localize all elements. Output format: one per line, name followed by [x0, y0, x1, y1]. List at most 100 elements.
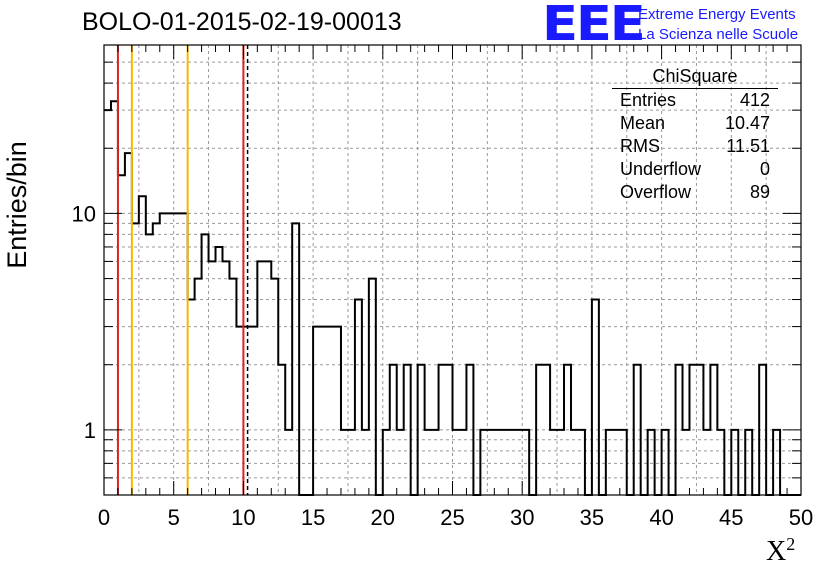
- stats-value: 10.47: [724, 113, 770, 133]
- logo-line-2: La Scienza nelle Scuole: [638, 26, 799, 43]
- stats-value: 89: [749, 182, 770, 202]
- histogram-series: [104, 100, 801, 496]
- stats-box: ChiSquare Entries 412 Mean 10.47 RMS 11.…: [612, 66, 778, 204]
- histogram-bin: [404, 365, 411, 495]
- x-axis-label-base: X: [766, 536, 787, 567]
- histogram-bin: [397, 430, 404, 495]
- histogram-bin: [487, 430, 494, 495]
- histogram-bin: [459, 430, 466, 495]
- histogram-bin: [717, 430, 724, 495]
- histogram-bin: [494, 430, 501, 495]
- x-tick-label: 40: [649, 505, 673, 530]
- histogram-bin: [745, 430, 752, 495]
- histogram-bin: [209, 261, 216, 495]
- histogram-bin: [383, 430, 390, 495]
- x-tick-label: 10: [231, 505, 255, 530]
- chart-title: BOLO-01-2015-02-19-00013: [82, 8, 402, 36]
- x-tick-label: 50: [789, 505, 813, 530]
- stats-title: ChiSquare: [612, 66, 778, 89]
- histogram-bin: [348, 430, 355, 495]
- y-axis-label: Entries/bin: [2, 141, 32, 269]
- histogram-bin: [689, 365, 696, 495]
- stats-label: Overflow: [620, 182, 692, 202]
- histogram-bin: [229, 279, 236, 495]
- histogram-bin: [125, 153, 132, 495]
- histogram-bin: [334, 327, 341, 495]
- histogram-bin: [390, 365, 397, 495]
- x-tick-label: 15: [301, 505, 325, 530]
- histogram-bin: [578, 430, 585, 495]
- histogram-bin: [418, 365, 425, 495]
- histogram-bin: [425, 430, 432, 495]
- histogram-bin: [285, 430, 292, 495]
- stats-label: Underflow: [620, 159, 702, 179]
- histogram-bin: [320, 327, 327, 495]
- histogram-bin: [146, 234, 153, 495]
- logo-mark: EEE: [542, 0, 646, 52]
- histogram-bin: [522, 430, 529, 495]
- histogram-bin: [550, 430, 557, 495]
- histogram-bin: [501, 430, 508, 495]
- histogram-bin: [181, 213, 188, 495]
- x-tick-label: 20: [371, 505, 395, 530]
- stats-label: RMS: [620, 136, 660, 156]
- histogram-bin: [606, 430, 613, 495]
- histogram-bin: [195, 279, 202, 495]
- stats-row-rms: RMS 11.51: [612, 135, 778, 158]
- x-tick-label: 30: [510, 505, 534, 530]
- histogram-bin: [676, 365, 683, 495]
- stats-label: Mean: [620, 113, 666, 133]
- histogram-bin: [564, 365, 571, 495]
- histogram-bin: [634, 365, 641, 495]
- y-tick-label: 1: [84, 418, 96, 443]
- histogram-bin: [703, 430, 710, 495]
- histogram-bin: [696, 365, 703, 495]
- histogram-bin: [446, 365, 453, 495]
- histogram-bin: [271, 279, 278, 495]
- histogram-bin: [683, 430, 690, 495]
- histogram-bin: [153, 223, 160, 495]
- x-axis-label-superscript: 2: [786, 534, 796, 554]
- stats-value: 0: [759, 159, 770, 179]
- histogram-bin: [432, 430, 439, 495]
- histogram-bin: [313, 327, 320, 495]
- histogram-bin: [236, 327, 243, 495]
- histogram-bin: [111, 101, 118, 495]
- histogram-bin: [327, 327, 334, 495]
- stats-row-underflow: Underflow 0: [612, 158, 778, 181]
- histogram-bin: [480, 430, 487, 495]
- x-tick-label: 0: [98, 505, 110, 530]
- histogram-bin: [453, 430, 460, 495]
- x-tick-label: 35: [580, 505, 604, 530]
- histogram-bin: [139, 196, 146, 495]
- histogram-bin: [648, 430, 655, 495]
- histogram-bin: [362, 430, 369, 495]
- x-tick-label: 5: [168, 505, 180, 530]
- histogram-bin: [557, 430, 564, 495]
- histogram-bin: [222, 261, 229, 495]
- logo-line-1: Extreme Energy Events: [638, 6, 796, 23]
- histogram-bin: [466, 365, 473, 495]
- histogram-bin: [613, 430, 620, 495]
- histogram-bin: [536, 365, 543, 495]
- histogram-bin: [731, 430, 738, 495]
- histogram-bin: [773, 430, 780, 495]
- histogram-bin: [620, 430, 627, 495]
- x-axis-label: X2: [766, 534, 795, 568]
- histogram-bin: [188, 300, 195, 495]
- histogram-bin: [543, 365, 550, 495]
- stats-row-entries: Entries 412: [612, 89, 778, 112]
- histogram-bin: [202, 234, 209, 495]
- stats-value: 412: [739, 90, 770, 110]
- stats-row-mean: Mean 10.47: [612, 112, 778, 135]
- histogram-bin: [662, 430, 669, 495]
- stats-row-overflow: Overflow 89: [612, 181, 778, 204]
- histogram-bin: [592, 300, 599, 495]
- histogram-bin: [355, 300, 362, 495]
- histogram-bin: [132, 223, 139, 495]
- histogram-bin: [369, 279, 376, 495]
- histogram-bin: [759, 365, 766, 495]
- x-tick-label: 45: [719, 505, 743, 530]
- stats-label: Entries: [620, 90, 677, 110]
